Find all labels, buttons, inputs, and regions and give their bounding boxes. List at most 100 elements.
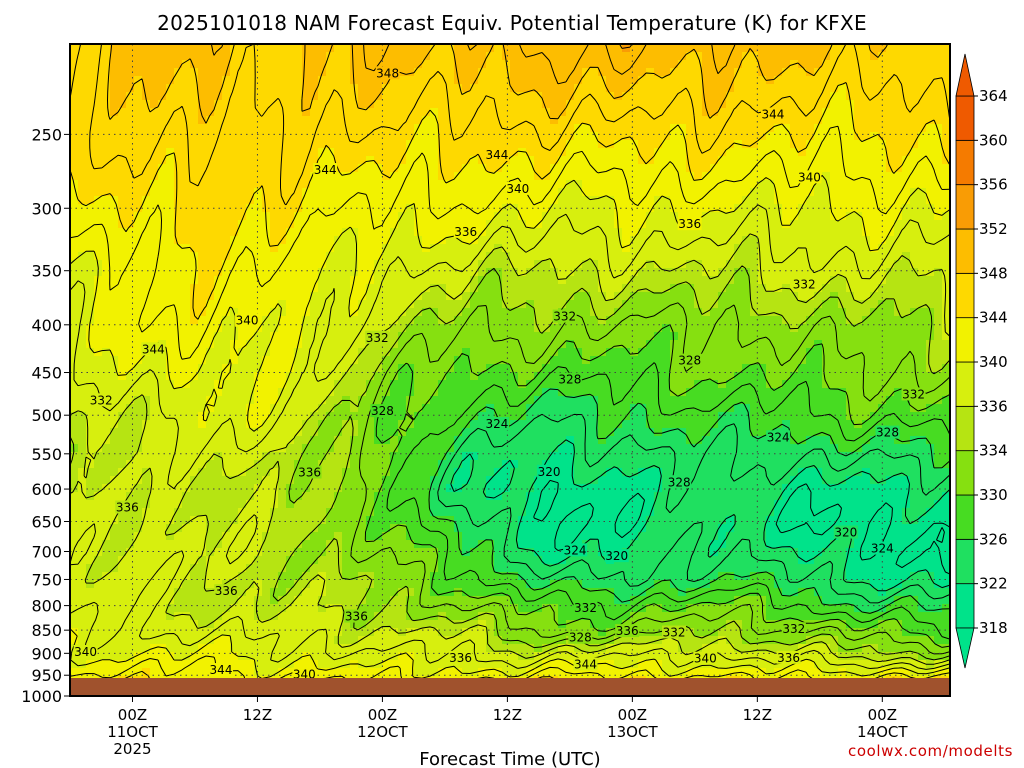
heatmap-cell [270,324,279,333]
heatmap-cell [326,260,335,269]
heatmap-cell [310,372,319,381]
heatmap-cell [366,388,375,397]
heatmap-cell [342,308,351,317]
heatmap-cell [550,100,559,109]
heatmap-cell [270,268,279,277]
heatmap-cell [110,212,119,221]
heatmap-cell [782,332,791,341]
heatmap-cell [870,68,879,77]
heatmap-cell [494,292,503,301]
heatmap-cell [502,308,511,317]
heatmap-cell [222,52,231,61]
heatmap-cell [726,156,735,165]
heatmap-cell [934,172,943,181]
heatmap-cell [462,316,471,325]
heatmap-cell [382,132,391,141]
heatmap-cell [382,220,391,229]
heatmap-cell [494,180,503,189]
heatmap-cell [550,164,559,173]
heatmap-cell [310,244,319,253]
heatmap-cell [118,380,127,389]
heatmap-cell [190,148,199,157]
heatmap-cell [902,340,911,349]
heatmap-cell [766,300,775,309]
heatmap-cell [766,68,775,77]
heatmap-cell [654,348,663,357]
heatmap-cell [702,292,711,301]
heatmap-cell [446,60,455,69]
heatmap-cell [758,220,767,229]
heatmap-cell [870,340,879,349]
heatmap-cell [566,180,575,189]
heatmap-cell [446,236,455,245]
heatmap-cell [566,108,575,117]
heatmap-cell [582,300,591,309]
heatmap-cell [302,292,311,301]
heatmap-cell [542,340,551,349]
heatmap-cell [510,356,519,365]
heatmap-cell [510,172,519,181]
heatmap-cell [702,388,711,397]
heatmap-cell [518,372,527,381]
heatmap-cell [830,324,839,333]
heatmap-cell [822,380,831,389]
heatmap-cell [542,372,551,381]
heatmap-cell [390,372,399,381]
heatmap-cell [822,236,831,245]
heatmap-cell [758,340,767,349]
heatmap-cell [310,236,319,245]
heatmap-cell [110,364,119,373]
heatmap-cell [470,356,479,365]
heatmap-cell [238,196,247,205]
heatmap-cell [582,348,591,357]
heatmap-cell [670,60,679,69]
heatmap-cell [478,180,487,189]
heatmap-cell [550,76,559,85]
heatmap-cell [694,284,703,293]
heatmap-cell [358,156,367,165]
heatmap-cell [862,300,871,309]
heatmap-cell [566,100,575,109]
heatmap-cell [526,284,535,293]
heatmap-cell [310,44,319,53]
heatmap-cell [174,308,183,317]
heatmap-cell [326,116,335,125]
heatmap-cell [574,292,583,301]
heatmap-cell [70,396,79,405]
heatmap-cell [622,324,631,333]
heatmap-cell [118,172,127,181]
heatmap-cell [78,132,87,141]
heatmap-cell [582,372,591,381]
heatmap-cell [750,180,759,189]
heatmap-cell [542,188,551,197]
heatmap-cell [310,292,319,301]
heatmap-cell [542,68,551,77]
heatmap-cell [182,156,191,165]
heatmap-cell [390,124,399,133]
heatmap-cell [214,252,223,261]
heatmap-cell [734,116,743,125]
heatmap-cell [774,236,783,245]
heatmap-cell [742,244,751,253]
heatmap-cell [110,116,119,125]
heatmap-cell [70,204,79,213]
heatmap-cell [158,60,167,69]
heatmap-cell [662,380,671,389]
heatmap-cell [446,316,455,325]
heatmap-cell [614,276,623,285]
heatmap-cell [238,108,247,117]
heatmap-cell [870,60,879,69]
heatmap-cell [430,348,439,357]
heatmap-cell [326,140,335,149]
heatmap-cell [350,68,359,77]
heatmap-cell [406,196,415,205]
heatmap-cell [846,84,855,93]
heatmap-cell [718,116,727,125]
heatmap-cell [310,380,319,389]
heatmap-cell [70,348,79,357]
heatmap-cell [94,124,103,133]
heatmap-cell [862,156,871,165]
heatmap-cell [646,164,655,173]
heatmap-cell [838,284,847,293]
heatmap-cell [414,236,423,245]
